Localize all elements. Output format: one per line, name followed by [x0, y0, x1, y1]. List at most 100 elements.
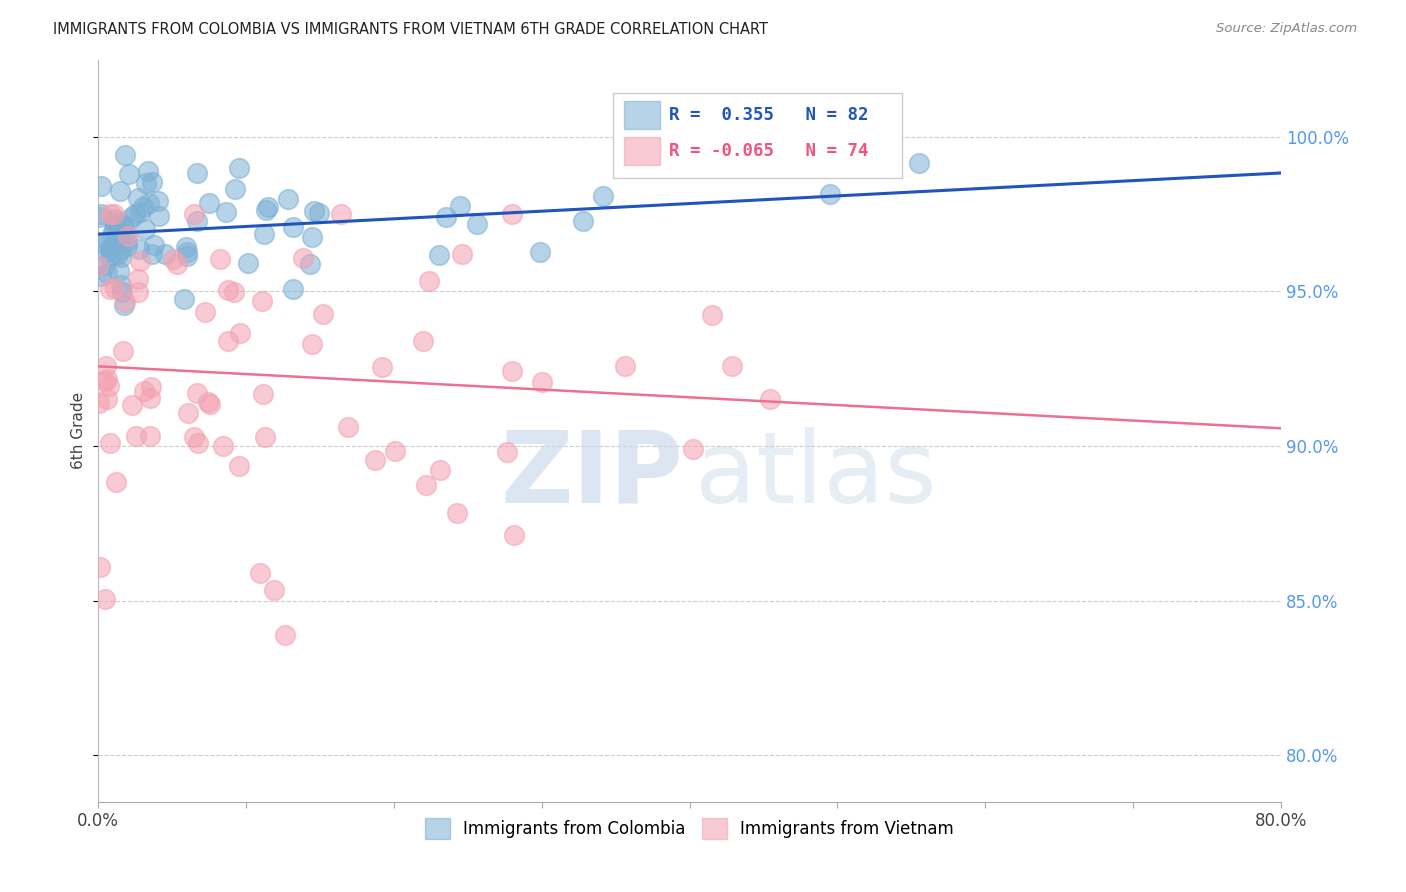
- FancyBboxPatch shape: [613, 93, 903, 178]
- Point: [115, 239, 138, 253]
- Point: [183, 429, 205, 443]
- Point: [112, 343, 135, 358]
- Point: [177, 406, 200, 420]
- Point: [254, 202, 277, 217]
- Point: [173, 292, 195, 306]
- Point: [613, 359, 636, 374]
- Point: [87, 395, 110, 409]
- Point: [302, 204, 325, 219]
- Point: [531, 375, 554, 389]
- Point: [103, 281, 125, 295]
- Point: [571, 214, 593, 228]
- Point: [100, 241, 122, 255]
- Point: [89, 560, 111, 574]
- Text: R = -0.065   N = 74: R = -0.065 N = 74: [669, 142, 869, 160]
- Point: [371, 359, 394, 374]
- Point: [108, 228, 131, 243]
- Point: [135, 176, 157, 190]
- Point: [127, 285, 149, 300]
- Point: [363, 453, 385, 467]
- FancyBboxPatch shape: [624, 136, 659, 165]
- Point: [308, 206, 330, 220]
- Point: [194, 305, 217, 319]
- Point: [450, 247, 472, 261]
- Point: [121, 398, 143, 412]
- Point: [228, 161, 250, 175]
- Point: [215, 204, 238, 219]
- Point: [94, 258, 117, 272]
- Point: [721, 359, 744, 373]
- Point: [252, 387, 274, 401]
- Point: [121, 211, 143, 225]
- Point: [139, 380, 162, 394]
- Point: [97, 234, 120, 248]
- Point: [312, 307, 335, 321]
- Point: [125, 429, 148, 443]
- Point: [127, 272, 149, 286]
- Point: [98, 435, 121, 450]
- Point: [139, 391, 162, 405]
- Point: [263, 582, 285, 597]
- Point: [176, 245, 198, 260]
- Legend: Immigrants from Colombia, Immigrants from Vietnam: Immigrants from Colombia, Immigrants fro…: [418, 812, 960, 846]
- Point: [128, 243, 150, 257]
- Point: [503, 528, 526, 542]
- Point: [434, 210, 457, 224]
- Point: [111, 218, 134, 232]
- Point: [252, 293, 274, 308]
- Point: [249, 566, 271, 580]
- Point: [94, 359, 117, 374]
- Point: [141, 247, 163, 261]
- Point: [212, 439, 235, 453]
- Point: [104, 217, 127, 231]
- Point: [127, 191, 149, 205]
- Point: [418, 274, 440, 288]
- Point: [186, 214, 208, 228]
- Point: [186, 165, 208, 179]
- Point: [87, 210, 110, 224]
- Point: [682, 442, 704, 456]
- Point: [87, 259, 110, 273]
- Point: [412, 334, 434, 348]
- Point: [224, 285, 246, 299]
- Point: [131, 200, 153, 214]
- Point: [103, 207, 125, 221]
- Point: [465, 217, 488, 231]
- Point: [110, 277, 132, 292]
- Point: [129, 253, 152, 268]
- Point: [114, 147, 136, 161]
- Point: [100, 282, 122, 296]
- Point: [96, 372, 118, 386]
- Point: [252, 227, 274, 241]
- Point: [148, 209, 170, 223]
- Point: [155, 247, 177, 261]
- Point: [110, 250, 132, 264]
- Point: [283, 219, 305, 234]
- Point: [104, 215, 127, 229]
- Point: [162, 252, 184, 267]
- Point: [496, 444, 519, 458]
- Point: [134, 384, 156, 399]
- Point: [134, 222, 156, 236]
- Point: [217, 334, 239, 348]
- Text: Source: ZipAtlas.com: Source: ZipAtlas.com: [1216, 22, 1357, 36]
- Point: [107, 232, 129, 246]
- Point: [117, 234, 139, 248]
- Point: [124, 206, 146, 220]
- Point: [107, 235, 129, 250]
- Point: [415, 478, 437, 492]
- Point: [277, 192, 299, 206]
- Point: [186, 385, 208, 400]
- Point: [529, 244, 551, 259]
- Point: [104, 211, 127, 226]
- Point: [166, 257, 188, 271]
- Point: [208, 252, 231, 266]
- Point: [299, 257, 322, 271]
- Point: [96, 244, 118, 259]
- Point: [111, 285, 134, 300]
- Point: [91, 236, 114, 251]
- Point: [112, 219, 135, 234]
- Point: [94, 591, 117, 606]
- Text: R =  0.355   N = 82: R = 0.355 N = 82: [669, 106, 869, 124]
- Point: [228, 326, 250, 340]
